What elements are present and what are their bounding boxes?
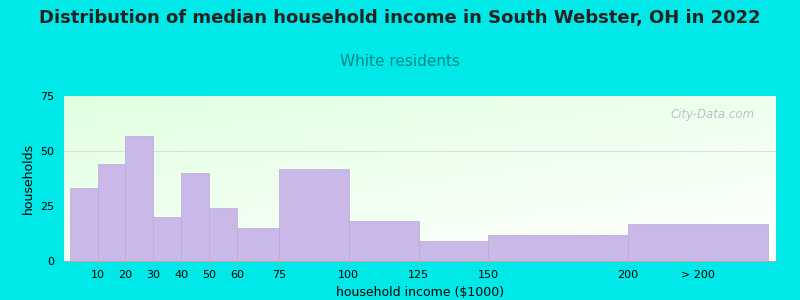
Bar (126, 136, 154, 261)
Bar (70, 188, 98, 261)
Bar (418, 241, 489, 261)
X-axis label: household income ($1000): household income ($1000) (336, 286, 504, 298)
Bar (98, 164, 126, 261)
Bar (237, 228, 279, 261)
Bar (349, 221, 418, 261)
Bar (154, 217, 182, 261)
Bar (182, 173, 209, 261)
Bar (628, 224, 768, 261)
Bar (489, 235, 628, 261)
Bar (279, 169, 349, 261)
Y-axis label: households: households (22, 143, 34, 214)
Bar (209, 208, 237, 261)
Text: White residents: White residents (340, 54, 460, 69)
Text: City-Data.com: City-Data.com (670, 107, 754, 121)
Text: Distribution of median household income in South Webster, OH in 2022: Distribution of median household income … (39, 9, 761, 27)
